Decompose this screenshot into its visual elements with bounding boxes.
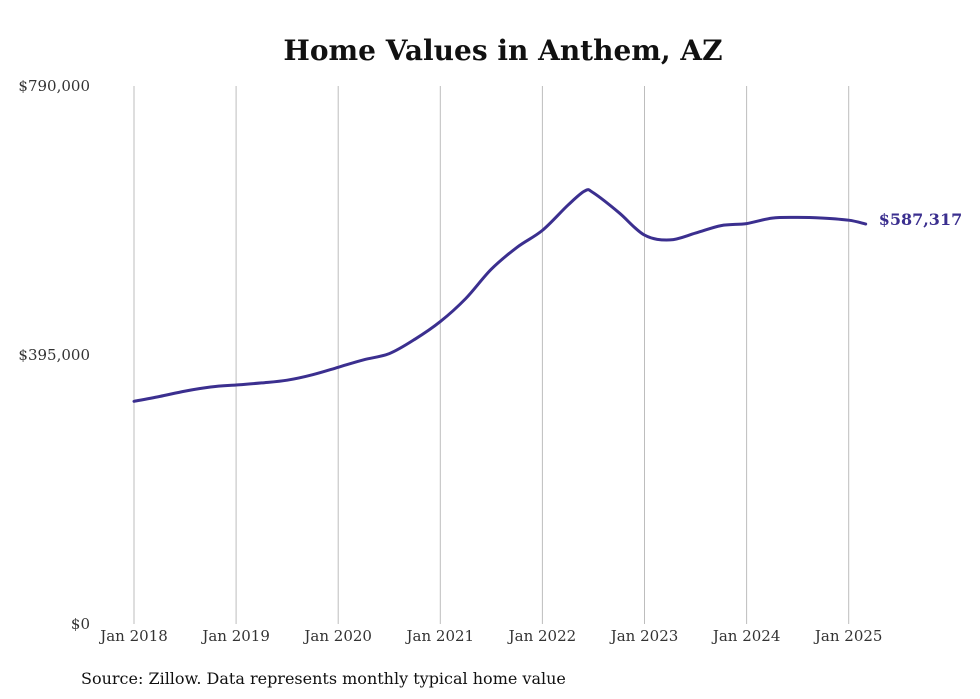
series-group: $587,317 bbox=[132, 188, 963, 403]
x-tick-label: Jan 2020 bbox=[302, 627, 372, 645]
y-tick-label: $790,000 bbox=[18, 77, 90, 95]
x-tick-label: Jan 2025 bbox=[813, 627, 883, 645]
chart-title: Home Values in Anthem, AZ bbox=[283, 34, 722, 67]
y-tick-label: $0 bbox=[71, 615, 90, 633]
source-note: Source: Zillow. Data represents monthly … bbox=[81, 669, 566, 688]
y-axis-ticks: $0 $395,000 $790,000 bbox=[18, 77, 90, 633]
x-tick-label: Jan 2023 bbox=[609, 627, 679, 645]
x-tick-label: Jan 2018 bbox=[98, 627, 168, 645]
end-value-label: $587,317 bbox=[879, 210, 963, 229]
series-line bbox=[132, 188, 868, 403]
x-tick-label: Jan 2021 bbox=[405, 627, 475, 645]
x-tick-label: Jan 2022 bbox=[507, 627, 577, 645]
x-tick-label: Jan 2019 bbox=[200, 627, 270, 645]
x-axis-ticks: Jan 2018 Jan 2019 Jan 2020 Jan 2021 Jan 2022… bbox=[98, 627, 882, 645]
x-tick-label: Jan 2024 bbox=[711, 627, 781, 645]
gridlines bbox=[133, 86, 850, 624]
y-tick-label: $395,000 bbox=[18, 346, 90, 364]
